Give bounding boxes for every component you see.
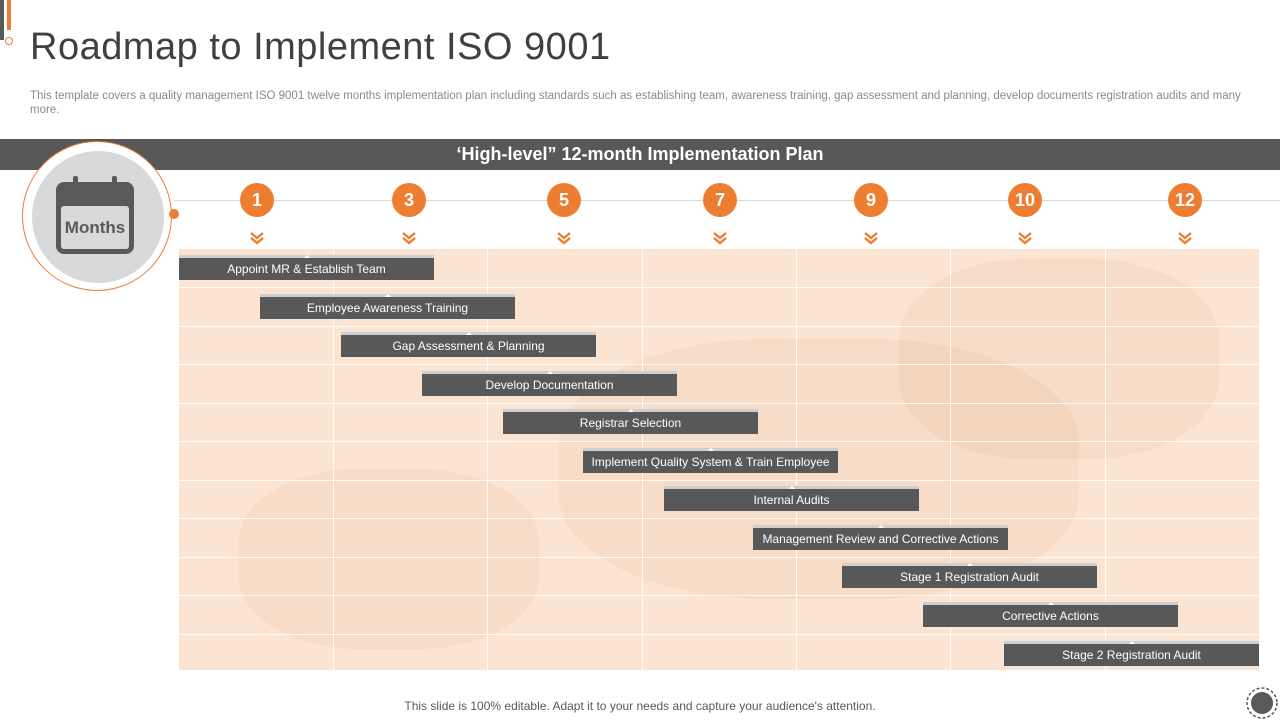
corner-accent-bar-orange — [7, 0, 11, 30]
chevron-down-icon — [713, 232, 727, 245]
chevron-down-icon — [250, 232, 264, 245]
month-marker-5: 5 — [547, 183, 581, 217]
grid-hline — [179, 364, 1259, 365]
months-label: Months — [64, 218, 126, 237]
corner-accent-dot — [5, 37, 13, 45]
task-bar-implement-quality-system: Implement Quality System & Train Employe… — [583, 448, 838, 473]
grid-hline — [179, 403, 1259, 404]
month-marker-7: 7 — [703, 183, 737, 217]
grid-vline — [333, 249, 334, 670]
footer-note: This slide is 100% editable. Adapt it to… — [404, 699, 876, 713]
task-bar-appoint-mr: Appoint MR & Establish Team — [179, 255, 434, 280]
chevron-down-icon — [402, 232, 416, 245]
calendar-icon — [56, 176, 134, 254]
task-bar-employee-awareness: Employee Awareness Training — [260, 294, 515, 319]
task-bar-internal-audits: Internal Audits — [664, 486, 919, 511]
task-bar-gap-assessment: Gap Assessment & Planning — [341, 332, 596, 357]
grid-vline — [950, 249, 951, 670]
grid-hline — [179, 557, 1259, 558]
grid-hline — [179, 287, 1259, 288]
task-bar-stage2-audit: Stage 2 Registration Audit — [1004, 641, 1259, 666]
task-bar-management-review: Management Review and Corrective Actions — [753, 525, 1008, 550]
grid-vline — [1105, 249, 1106, 670]
page-title: Roadmap to Implement ISO 9001 — [30, 26, 611, 68]
grid-hline — [179, 326, 1259, 327]
chevron-down-icon — [557, 232, 571, 245]
month-marker-1: 1 — [240, 183, 274, 217]
corner-accent-bar-gray — [0, 0, 4, 40]
page-description: This template covers a quality managemen… — [30, 90, 1241, 116]
grid-vline — [487, 249, 488, 670]
task-bar-stage1-audit: Stage 1 Registration Audit — [842, 563, 1097, 588]
chevron-down-icon — [1018, 232, 1032, 245]
grid-hline — [179, 441, 1259, 442]
task-bar-develop-documentation: Develop Documentation — [422, 371, 677, 396]
chevron-down-icon — [864, 232, 878, 245]
plan-header-bar: ‘High-level” 12-month Implementation Pla… — [0, 139, 1280, 170]
month-marker-12: 12 — [1168, 183, 1202, 217]
grid-hline — [179, 518, 1259, 519]
circle-nav-icon[interactable] — [1245, 686, 1279, 720]
plan-header-title: ‘High-level” 12-month Implementation Pla… — [456, 144, 824, 164]
background-tint — [239, 469, 539, 649]
badge-connector-dot — [169, 209, 179, 219]
background-tint — [899, 259, 1219, 459]
month-marker-10: 10 — [1008, 183, 1042, 217]
grid-hline — [179, 634, 1259, 635]
grid-hline — [179, 595, 1259, 596]
grid-hline — [179, 480, 1259, 481]
task-bar-corrective-actions: Corrective Actions — [923, 602, 1178, 627]
month-marker-3: 3 — [392, 183, 426, 217]
month-marker-9: 9 — [854, 183, 888, 217]
chevron-down-icon — [1178, 232, 1192, 245]
task-bar-registrar-selection: Registrar Selection — [503, 409, 758, 434]
